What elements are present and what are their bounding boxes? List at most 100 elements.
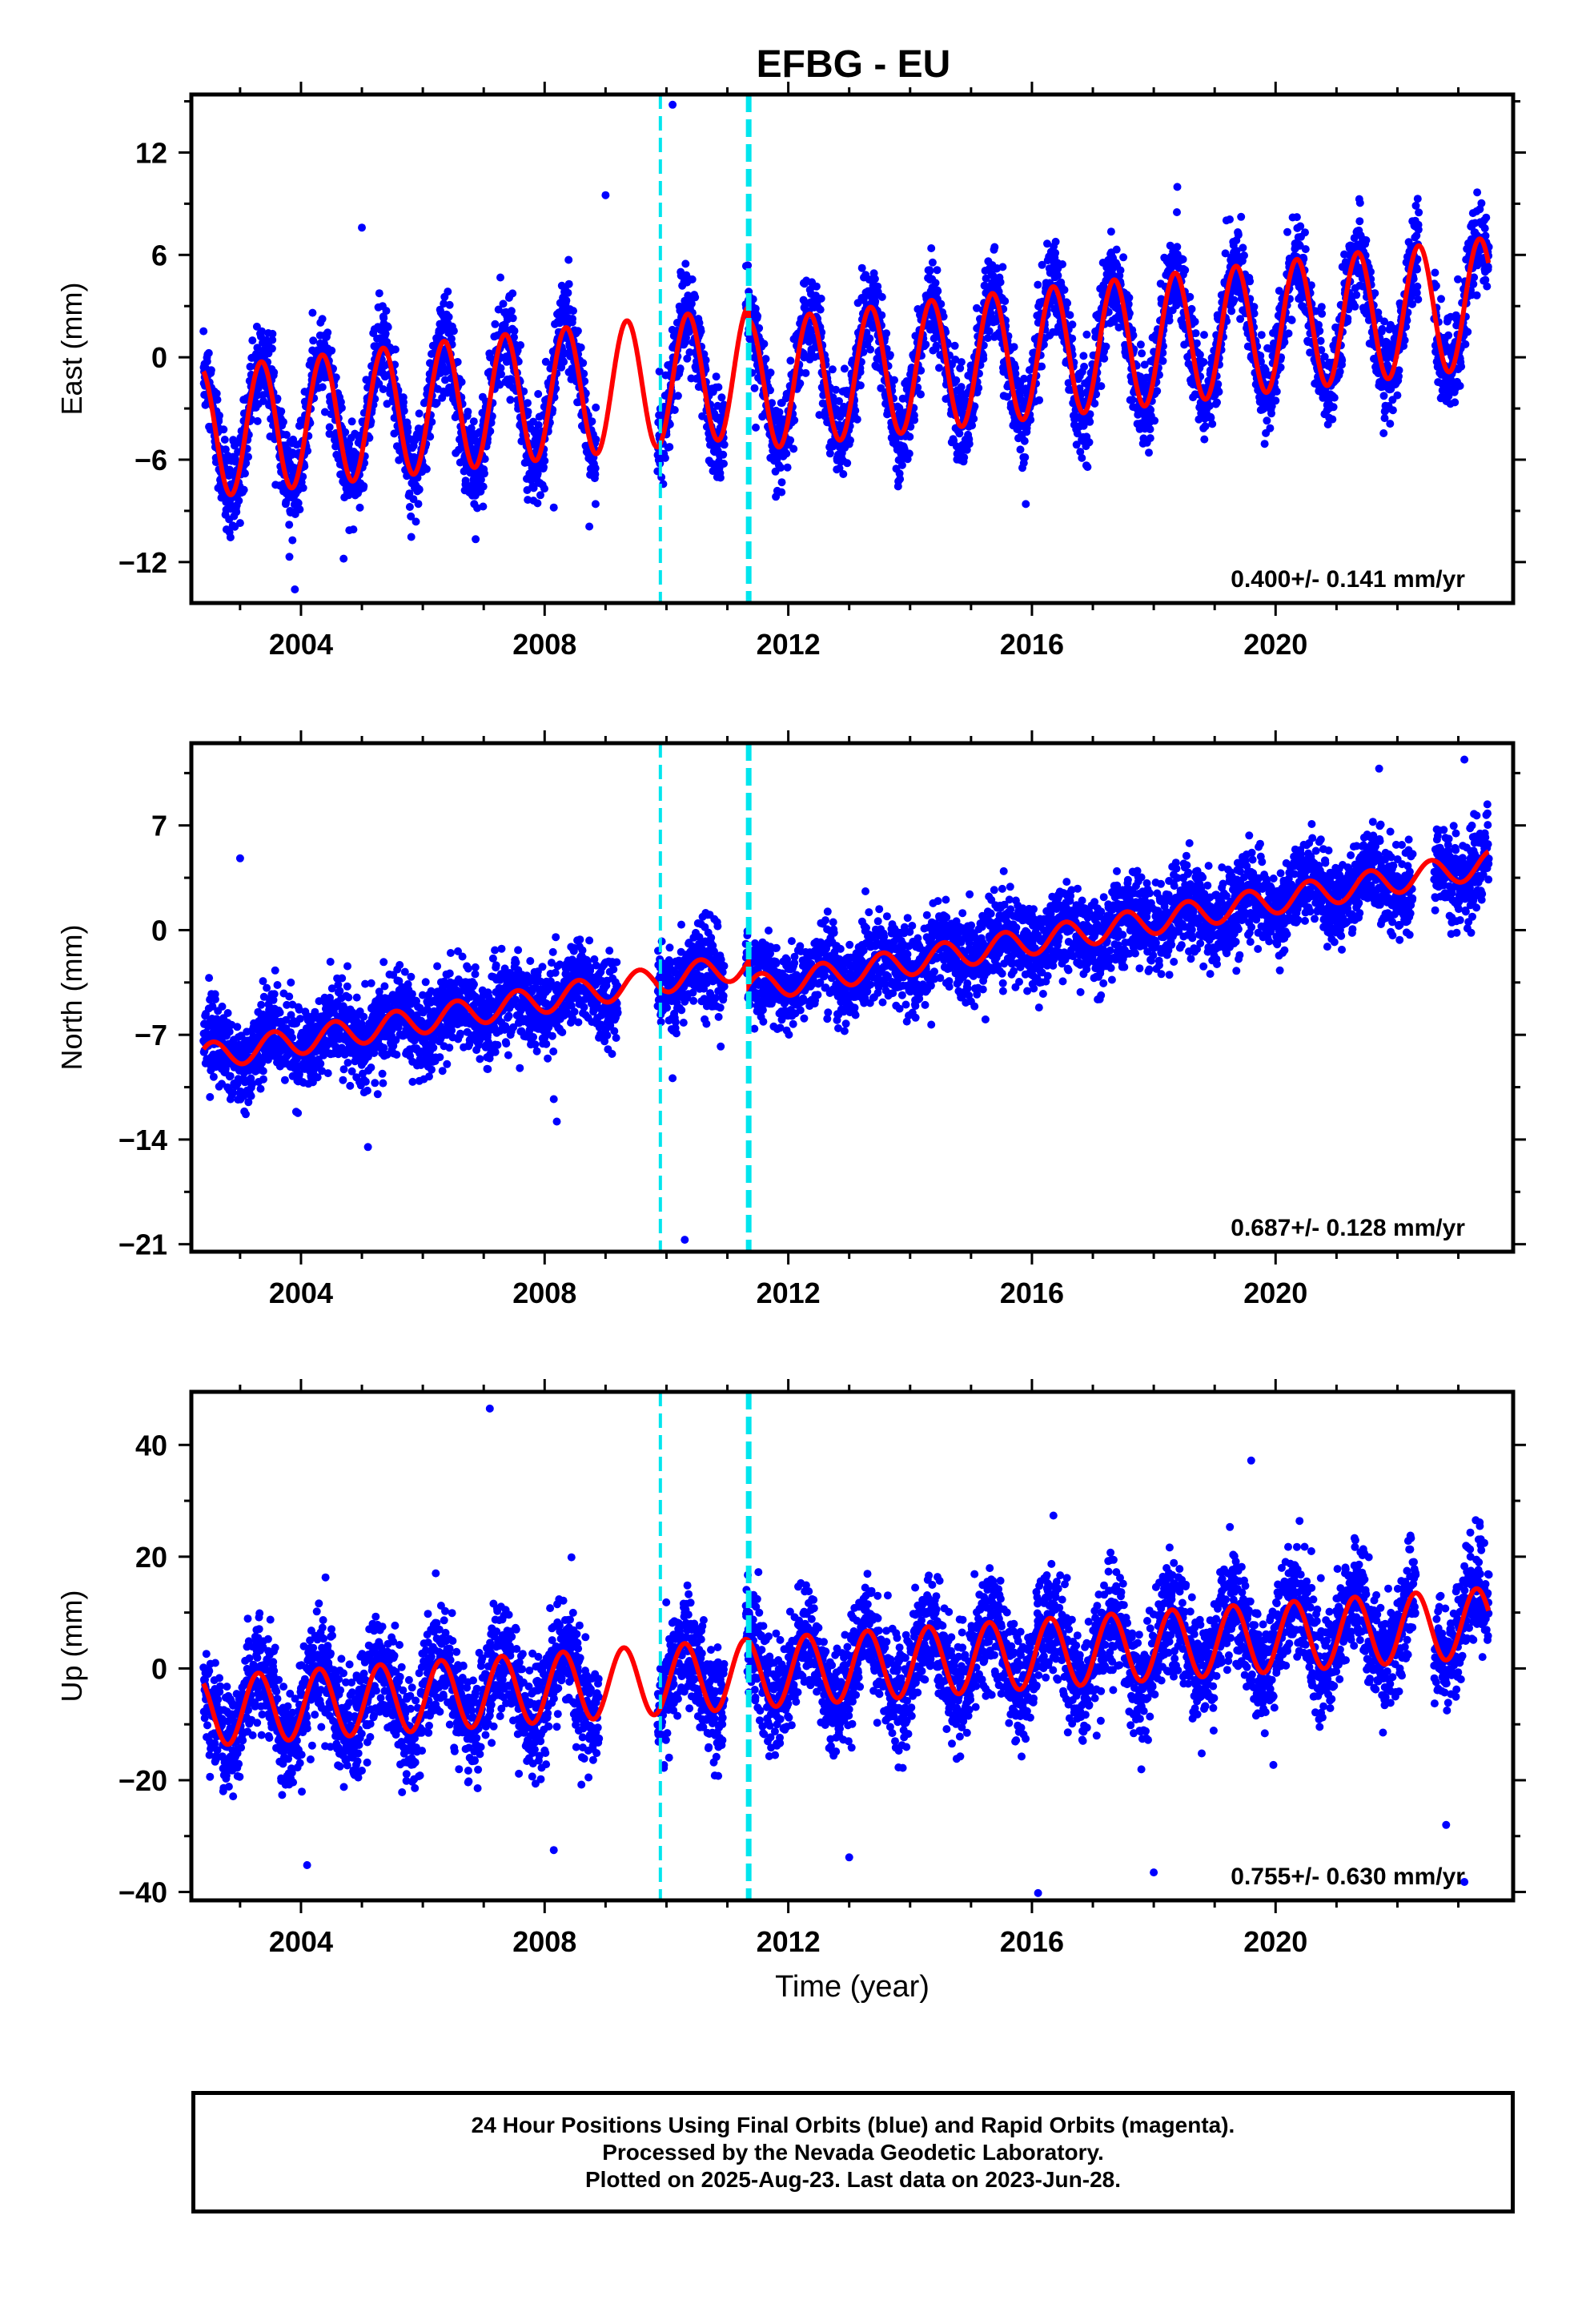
data-point xyxy=(407,512,416,521)
data-point xyxy=(409,495,418,504)
data-point xyxy=(1226,215,1234,223)
data-point xyxy=(1066,311,1074,320)
data-point xyxy=(508,289,517,298)
data-point xyxy=(812,282,821,291)
plot-area-1 xyxy=(199,94,1493,603)
data-point xyxy=(828,365,837,374)
data-point xyxy=(1284,329,1293,338)
data-point xyxy=(1068,320,1077,329)
data-point xyxy=(507,307,516,316)
data-point xyxy=(890,376,898,384)
data-point xyxy=(349,525,358,534)
data-point xyxy=(564,279,573,288)
data-point xyxy=(1181,266,1190,275)
data-point xyxy=(207,366,215,375)
data-point xyxy=(777,478,786,487)
data-point xyxy=(569,307,577,316)
data-point xyxy=(760,340,769,348)
data-point xyxy=(225,465,234,474)
data-point xyxy=(1413,265,1421,274)
data-point xyxy=(258,327,266,336)
data-point xyxy=(259,396,267,405)
data-point xyxy=(359,482,368,490)
data-point xyxy=(965,440,974,448)
data-point xyxy=(1082,330,1091,339)
data-point xyxy=(1301,245,1310,254)
data-point xyxy=(673,392,682,400)
data-point xyxy=(719,450,728,459)
data-point xyxy=(1020,436,1029,445)
data-point xyxy=(1317,303,1326,312)
data-point xyxy=(242,459,251,468)
data-point xyxy=(1318,309,1327,318)
data-point xyxy=(341,428,350,436)
data-point xyxy=(496,273,504,282)
data-point xyxy=(1283,227,1291,236)
data-point xyxy=(1330,393,1339,402)
data-point xyxy=(1271,396,1280,405)
data-point xyxy=(783,463,792,472)
data-point xyxy=(279,417,287,426)
data-point xyxy=(422,464,431,473)
data-point xyxy=(365,433,374,442)
data-point xyxy=(480,469,488,478)
data-point xyxy=(516,341,525,349)
data-point xyxy=(1213,398,1221,407)
data-point xyxy=(714,383,723,392)
data-point xyxy=(235,519,244,528)
data-point xyxy=(1200,331,1208,340)
data-point xyxy=(1102,342,1110,351)
data-point xyxy=(400,398,408,407)
data-point xyxy=(1097,382,1106,391)
data-point xyxy=(219,425,228,434)
data-point xyxy=(1388,406,1397,415)
data-point xyxy=(560,357,568,366)
data-point xyxy=(1414,295,1423,304)
data-point xyxy=(1058,260,1066,268)
data-point xyxy=(917,390,925,399)
data-point xyxy=(1414,225,1423,234)
data-point xyxy=(585,522,594,531)
data-point xyxy=(1146,425,1154,433)
data-point xyxy=(676,364,685,373)
data-point xyxy=(796,379,805,388)
data-point xyxy=(320,408,329,416)
data-point xyxy=(926,267,934,275)
data-point xyxy=(990,243,999,251)
data-point xyxy=(661,453,669,462)
data-point xyxy=(816,305,825,314)
data-point xyxy=(1301,228,1309,237)
data-point xyxy=(1178,255,1187,263)
data-point xyxy=(1173,208,1181,216)
data-point xyxy=(1355,217,1364,226)
data-point xyxy=(1315,327,1324,336)
data-point xyxy=(1051,248,1060,257)
data-point xyxy=(1119,253,1128,262)
data-point xyxy=(790,416,799,424)
data-point xyxy=(508,314,517,323)
data-point xyxy=(405,503,414,511)
data-point xyxy=(866,345,875,354)
data-point xyxy=(212,389,221,398)
data-point xyxy=(472,535,480,544)
data-point xyxy=(381,329,390,338)
data-point xyxy=(979,355,988,363)
data-point xyxy=(877,311,886,320)
data-point xyxy=(744,261,753,270)
data-point xyxy=(1260,440,1269,448)
data-point xyxy=(1191,317,1199,326)
data-point xyxy=(1173,183,1182,191)
data-point xyxy=(1379,392,1388,400)
data-point xyxy=(935,364,943,372)
data-point xyxy=(270,368,279,376)
data-point xyxy=(1267,409,1275,418)
data-point xyxy=(840,364,849,373)
data-point xyxy=(851,406,860,415)
data-point xyxy=(1328,415,1337,424)
data-point xyxy=(717,393,726,402)
data-point xyxy=(1230,296,1239,304)
data-point xyxy=(244,452,252,461)
data-point xyxy=(1239,243,1247,252)
data-point xyxy=(248,336,257,345)
